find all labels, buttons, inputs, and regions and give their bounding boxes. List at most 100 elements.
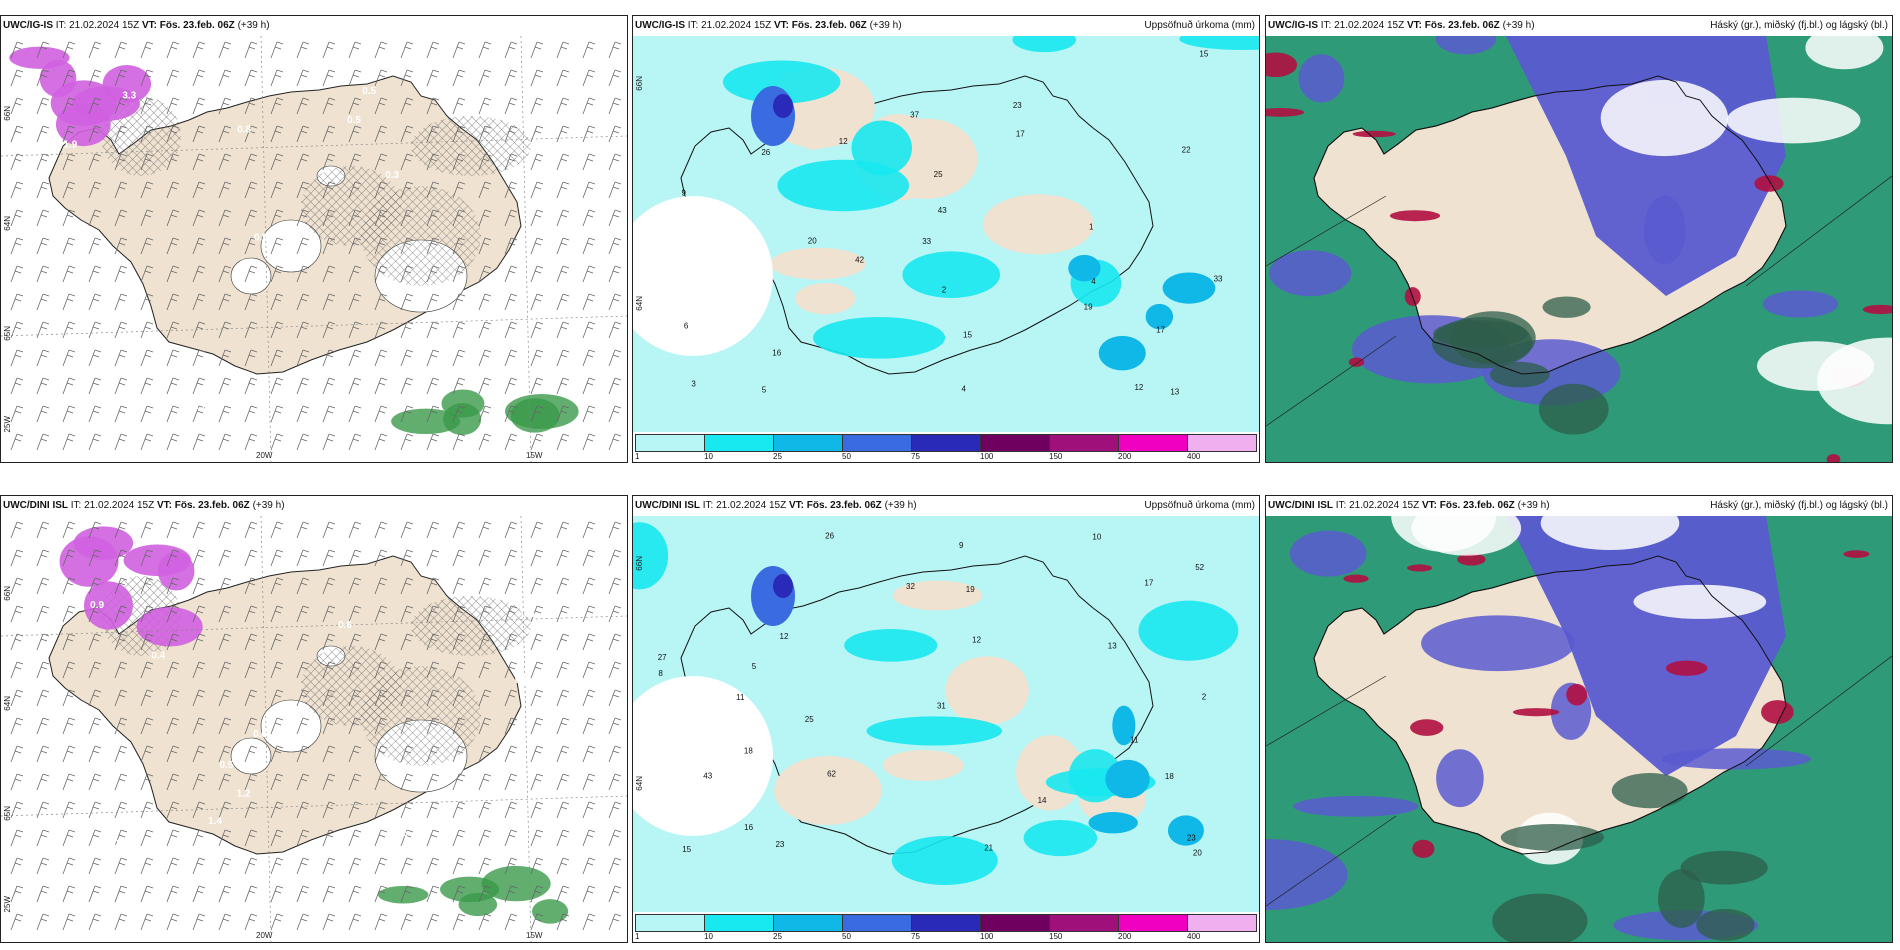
wind-barb	[556, 69, 570, 87]
wind-barb	[322, 717, 336, 735]
precip-value: 12	[1134, 383, 1143, 392]
lead-time: (+39 h)	[252, 500, 285, 511]
init-time: IT: 21.02.2024 15Z	[1335, 500, 1420, 511]
wind-barb	[400, 521, 414, 539]
cloud-map-canvas	[1266, 516, 1892, 942]
colorbar-tick-label: 200	[1118, 452, 1132, 461]
precip-value: 11	[1130, 736, 1139, 745]
wind-barb	[582, 349, 596, 367]
graticule-line	[1, 795, 627, 817]
wind-barb	[400, 181, 414, 199]
precip-area	[1098, 335, 1146, 371]
wind-barb	[296, 293, 310, 311]
clear-area	[1540, 516, 1680, 550]
wind-barb	[10, 577, 24, 595]
wind-barb	[504, 885, 518, 903]
wind-barb	[62, 125, 76, 143]
wind-barb	[270, 125, 284, 143]
wind-barb	[582, 377, 596, 395]
wind-barb	[348, 181, 362, 199]
precip-area	[1138, 600, 1239, 661]
wind-barb	[36, 885, 50, 903]
precip-value: 18	[744, 746, 753, 755]
wind-barb	[426, 69, 440, 87]
wind-barb	[582, 829, 596, 847]
wind-barb	[270, 377, 284, 395]
wind-barb	[218, 377, 232, 395]
wind-barb	[296, 181, 310, 199]
wind-barb	[400, 321, 414, 339]
wind-barb	[556, 349, 570, 367]
wind-barb	[374, 717, 388, 735]
wind-barb	[348, 689, 362, 707]
wind-barb	[88, 521, 102, 539]
wind-barb	[10, 181, 24, 199]
wind-barb	[608, 209, 622, 227]
wind-barb	[322, 913, 336, 931]
rain-area	[378, 885, 429, 904]
colorbar-segment	[1050, 915, 1119, 931]
wind-barb	[400, 209, 414, 227]
panel-header: UWC/DINI ISL IT: 21.02.2024 15Z VT: Fös.…	[635, 500, 917, 511]
wind-barb	[140, 405, 154, 423]
wind-barb	[88, 237, 102, 255]
wind-barb	[530, 181, 544, 199]
wind-barb	[10, 41, 24, 59]
wind-barb	[62, 829, 76, 847]
wind-barb	[36, 153, 50, 171]
wind-barb	[452, 885, 466, 903]
colorbar-tick-label: 10	[704, 932, 713, 941]
wind-barb	[270, 857, 284, 875]
wind-barb	[400, 913, 414, 931]
wind-barb	[62, 237, 76, 255]
wind-barb	[10, 521, 24, 539]
wind-barb	[504, 717, 518, 735]
wind-barb	[114, 405, 128, 423]
rain-area	[531, 899, 569, 924]
wind-barb	[426, 153, 440, 171]
wind-barb	[348, 377, 362, 395]
wind-barb	[452, 605, 466, 623]
precip-value: 27	[658, 653, 667, 662]
precip-value: 15	[682, 845, 691, 854]
wind-barb	[374, 41, 388, 59]
wind-barb	[166, 41, 180, 59]
wind-barb	[426, 293, 440, 311]
boundary-line	[1266, 195, 1387, 267]
wind-barb	[478, 405, 492, 423]
precip-value: 19	[1084, 303, 1093, 312]
wind-barb	[452, 41, 466, 59]
wind-barb	[36, 689, 50, 707]
wind-barb	[218, 885, 232, 903]
wind-barb	[140, 633, 154, 651]
wind-barb	[140, 885, 154, 903]
wind-barb	[296, 321, 310, 339]
wind-barb	[504, 801, 518, 819]
wind-barb	[36, 633, 50, 651]
wind-barb	[244, 265, 258, 283]
wind-barb	[556, 689, 570, 707]
wind-barb	[114, 577, 128, 595]
wind-barb	[296, 153, 310, 171]
wind-barb	[88, 857, 102, 875]
wind-barb	[88, 689, 102, 707]
wind-barb	[62, 41, 76, 59]
wind-barb	[88, 153, 102, 171]
valid-time: VT: Fös. 23.feb. 06Z	[773, 20, 867, 31]
wind-barb	[296, 633, 310, 651]
wind-barb	[608, 97, 622, 115]
precip-value: 23	[1187, 833, 1196, 842]
wind-barb	[322, 801, 336, 819]
wind-barb	[10, 405, 24, 423]
wind-barb	[270, 153, 284, 171]
wind-barb	[270, 885, 284, 903]
wind-barb	[88, 349, 102, 367]
wind-barb	[322, 633, 336, 651]
wind-barb	[374, 125, 388, 143]
wind-barb	[452, 433, 466, 451]
wind-barb	[296, 549, 310, 567]
wind-barb	[166, 97, 180, 115]
overlap-cloud-area	[1611, 773, 1688, 809]
hatched-area	[411, 116, 531, 176]
wind-barb	[36, 377, 50, 395]
